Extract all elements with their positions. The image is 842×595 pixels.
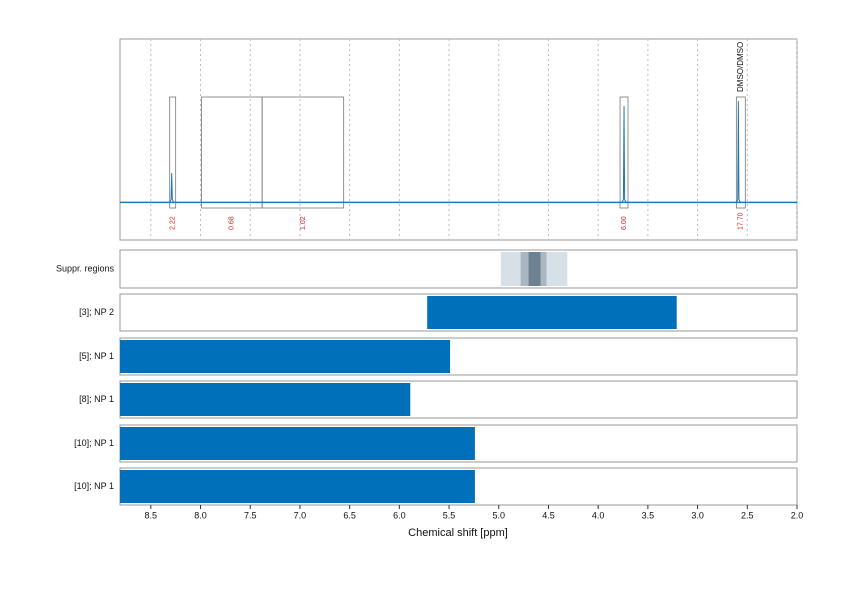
integral-box <box>735 96 746 209</box>
row-label: Suppr. regions <box>56 263 115 273</box>
integral-label: 2.22 <box>170 216 177 230</box>
spectrum-frame <box>119 38 798 241</box>
suppressed-region <box>528 252 541 286</box>
row-label: [5]; NP 1 <box>79 351 114 361</box>
x-tick-label: 4.0 <box>592 510 605 520</box>
peak <box>169 172 175 203</box>
x-tick-label: 6.0 <box>393 510 406 520</box>
peak <box>735 101 741 203</box>
integral-label: 6.00 <box>621 216 628 230</box>
integral-box <box>261 96 345 209</box>
x-tick-label: 5.5 <box>443 510 456 520</box>
x-tick-label: 8.5 <box>145 510 158 520</box>
integral-label: 17.70 <box>738 212 745 230</box>
integral-label: 1.02 <box>300 216 307 230</box>
x-tick-label: 4.5 <box>542 510 555 520</box>
row-label: [8]; NP 1 <box>79 394 114 404</box>
row-label: [10]; NP 1 <box>74 481 114 491</box>
x-tick-label: 6.5 <box>343 510 356 520</box>
integral-box <box>619 96 629 209</box>
integral-box <box>201 96 263 209</box>
x-tick-label: 5.0 <box>493 510 506 520</box>
x-tick-label: 7.0 <box>294 510 307 520</box>
range-bar <box>120 383 411 416</box>
suppressed-frame <box>119 249 798 289</box>
range-bar <box>120 470 475 503</box>
integral-label: 0.68 <box>229 216 236 230</box>
x-tick-label: 8.0 <box>194 510 207 520</box>
range-bar <box>120 427 475 460</box>
row-label: [10]; NP 1 <box>74 438 114 448</box>
peak <box>621 105 627 203</box>
x-tick-label: 2.0 <box>791 510 804 520</box>
x-axis-label: Chemical shift [ppm] <box>408 527 508 539</box>
x-tick-label: 7.5 <box>244 510 257 520</box>
peak-annotation: DMSO/DMSO <box>736 42 745 92</box>
row-label: [3]; NP 2 <box>79 307 114 317</box>
x-tick-label: 3.5 <box>642 510 655 520</box>
x-tick-label: 3.0 <box>691 510 704 520</box>
range-bar <box>120 340 451 373</box>
row-frame <box>119 293 798 332</box>
range-bar <box>427 296 677 329</box>
x-tick-label: 2.5 <box>741 510 754 520</box>
integral-box <box>169 96 177 209</box>
